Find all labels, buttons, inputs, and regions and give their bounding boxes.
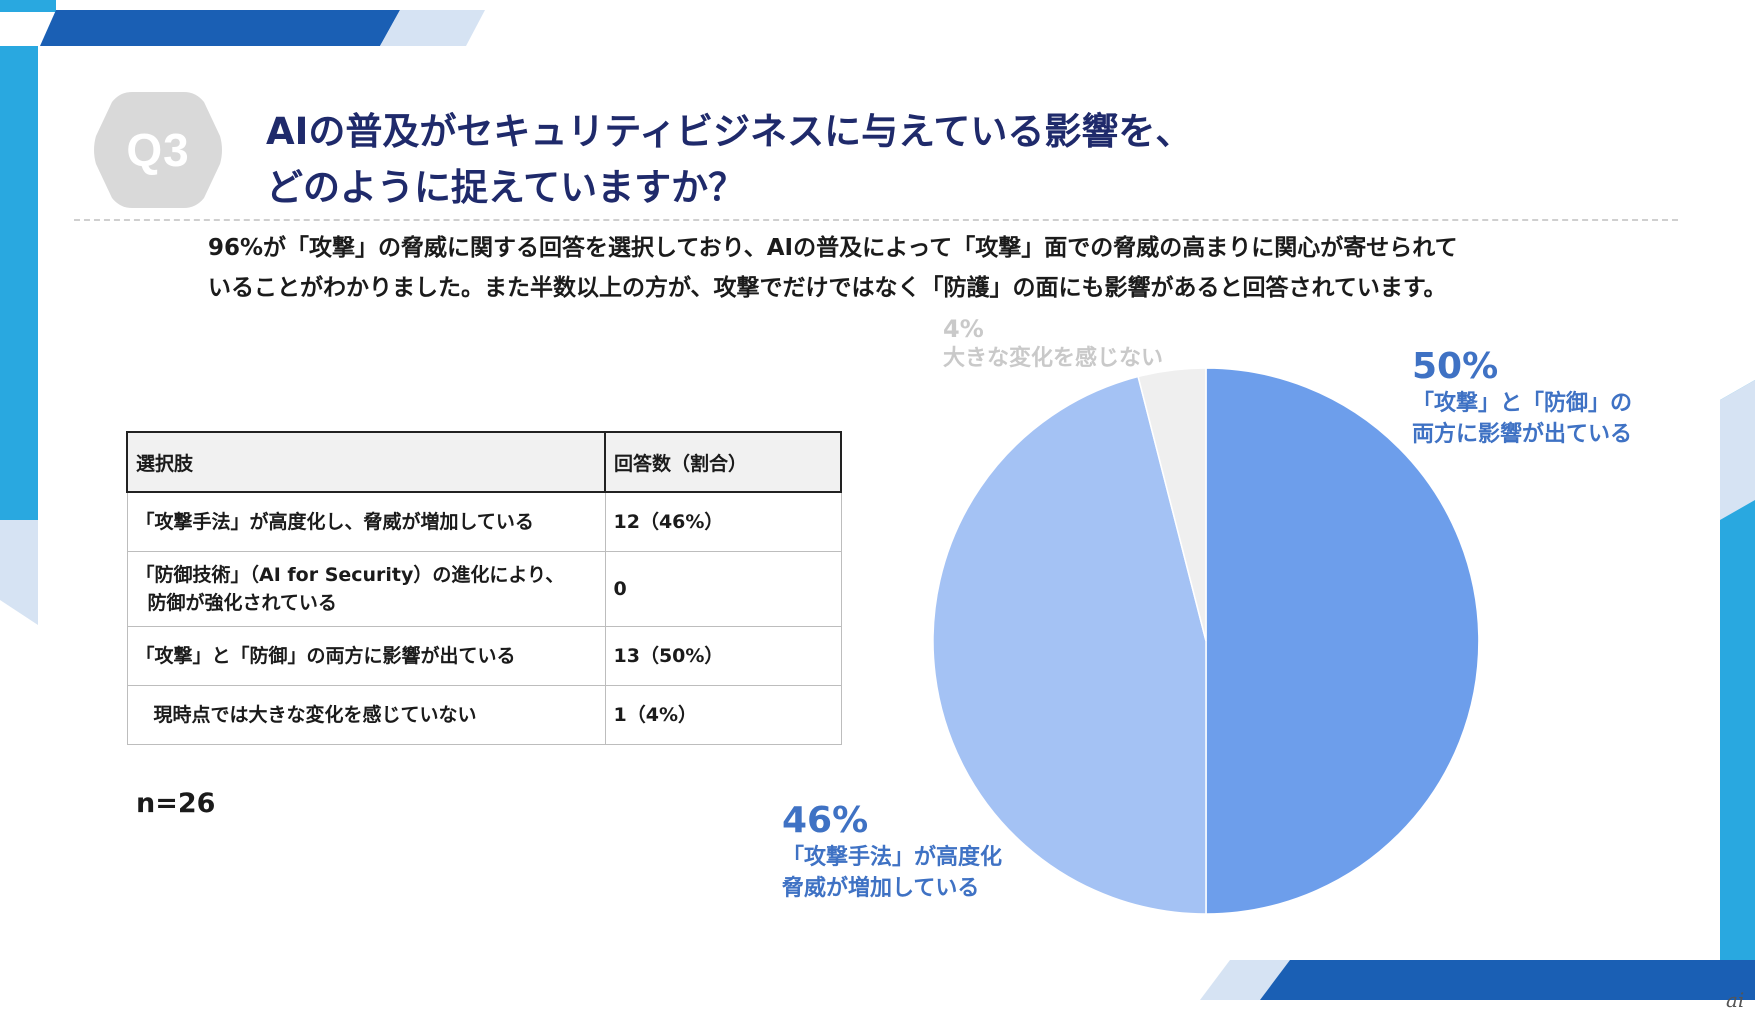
table-row: 現時点では大きな変化を感じていない 1（4%） (126, 685, 842, 745)
pie-slice-46 (932, 375, 1207, 915)
row-option: 現時点では大きな変化を感じていない (126, 685, 606, 745)
watermark-logo: ai (1726, 988, 1745, 1012)
row-option: 「攻撃手法」が高度化し、脅威が増加している (126, 491, 606, 552)
table-row: 「攻撃」と「防御」の両方に影響が出ている 13（50%） (126, 626, 842, 686)
slice-label-46: 46% 「攻撃手法」が高度化 脅威が増加している (782, 800, 1002, 904)
row-option-line-2: 防御が強化されている (147, 592, 337, 614)
row-count: 0 (604, 551, 842, 627)
slice-label-50-percent: 50% (1412, 346, 1499, 387)
table-header-row: 選択肢 回答数（割合） (126, 431, 842, 493)
slice-label-46-percent: 46% (782, 800, 869, 841)
description-line-1: 96%が「攻撃」の脅威に関する回答を選択しており、AIの普及によって「攻撃」面で… (208, 235, 1458, 261)
sample-size: n=26 (136, 788, 216, 819)
slice-label-46-line-1: 「攻撃手法」が高度化 (782, 845, 1003, 870)
title-line-1: AIの普及がセキュリティビジネスに与えている影響を、 (266, 110, 1193, 153)
slice-label-50-line-1: 「攻撃」と「防御」の (1412, 391, 1633, 416)
slice-label-4-percent: 4% (943, 315, 984, 343)
slice-label-50: 50% 「攻撃」と「防御」の 両方に影響が出ている (1412, 346, 1632, 450)
pie-slice-4 (1137, 367, 1207, 642)
description: 96%が「攻撃」の脅威に関する回答を選択しており、AIの普及によって「攻撃」面で… (208, 228, 1648, 308)
description-line-2: いることがわかりました。また半数以上の方が、攻撃でだけではなく「防護」の面にも影… (208, 275, 1447, 301)
row-option-line-1: 「防御技術」（AI for Security）の進化により、 (135, 564, 565, 586)
question-badge (94, 92, 222, 208)
title-line-2: どのように捉えていますか？ (266, 166, 746, 209)
dashed-divider (74, 219, 1678, 221)
header-option: 選択肢 (126, 431, 606, 493)
table-row: 「防御技術」（AI for Security）の進化により、 防御が強化されてい… (126, 551, 842, 627)
row-option: 「防御技術」（AI for Security）の進化により、 防御が強化されてい… (126, 551, 606, 627)
slice-label-50-line-2: 両方に影響が出ている (1412, 422, 1633, 447)
pie-slice-50 (1205, 367, 1480, 915)
page-title: AIの普及がセキュリティビジネスに与えている影響を、 どのように捉えていますか？ (266, 104, 1266, 216)
row-count: 1（4%） (604, 685, 842, 745)
table-row: 「攻撃手法」が高度化し、脅威が増加している 12（46%） (126, 491, 842, 552)
results-table: 選択肢 回答数（割合） 「攻撃手法」が高度化し、脅威が増加している 12（46%… (126, 431, 842, 745)
row-count: 13（50%） (604, 626, 842, 686)
slice-label-4-line-1: 大きな変化を感じない (943, 346, 1164, 371)
row-option: 「攻撃」と「防御」の両方に影響が出ている (126, 626, 606, 686)
question-number: Q3 (126, 124, 190, 176)
row-count: 12（46%） (604, 491, 842, 552)
slice-label-4: 4% 大きな変化を感じない (943, 314, 1163, 374)
header-count: 回答数（割合） (604, 431, 842, 493)
slice-label-46-line-2: 脅威が増加している (782, 876, 980, 901)
